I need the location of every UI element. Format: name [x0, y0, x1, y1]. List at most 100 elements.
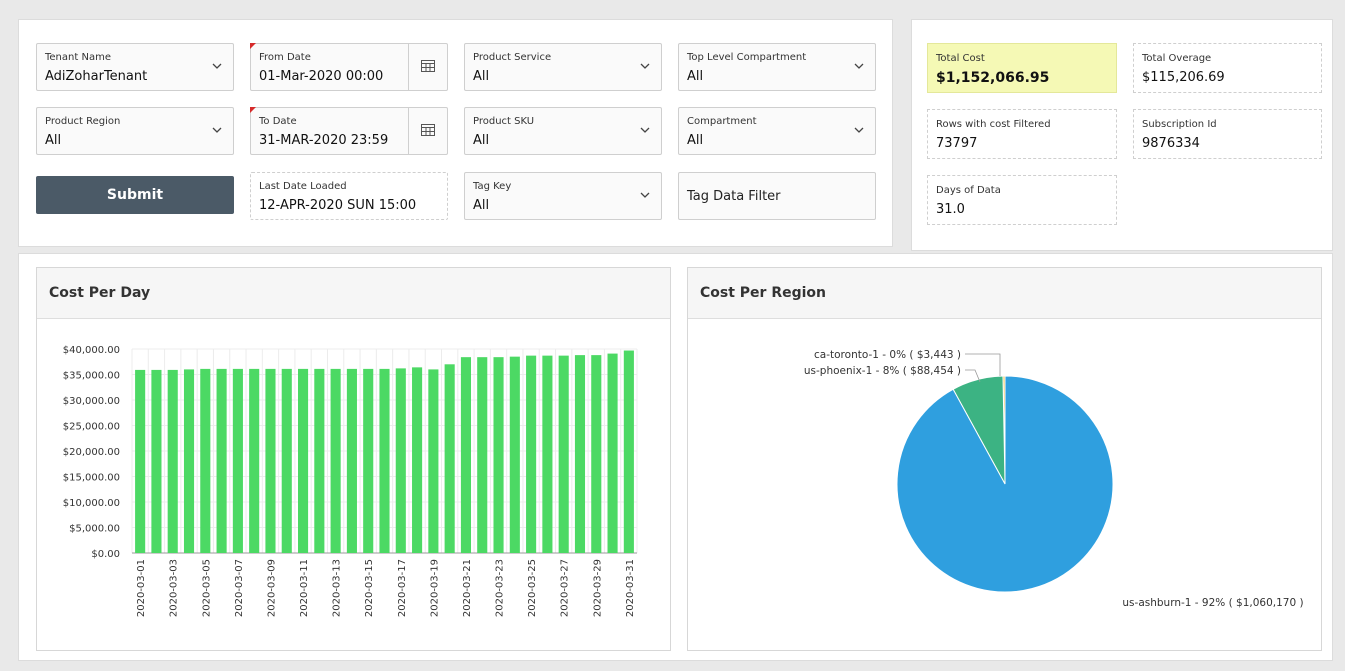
bar[interactable] [493, 357, 504, 553]
bar[interactable] [297, 368, 309, 553]
pie-label-us-phoenix-1: us-phoenix-1 - 8% ( $88,454 ) [804, 365, 961, 377]
product-region-select[interactable]: Product Region All [36, 107, 234, 155]
y-tick-label: $10,000.00 [63, 498, 120, 509]
bar[interactable] [379, 368, 390, 553]
from-date-label: From Date [259, 52, 311, 63]
x-tick-label: 2020-03-23 [495, 559, 506, 617]
bar[interactable] [526, 355, 537, 553]
x-tick-label: 2020-03-13 [332, 559, 343, 617]
bar[interactable] [607, 353, 618, 553]
chevron-down-icon [640, 127, 650, 133]
rows-filtered-value: 73797 [936, 136, 978, 151]
to-date-value: 31-MAR-2020 23:59 [259, 133, 389, 148]
y-tick-label: $35,000.00 [63, 371, 120, 382]
total-overage-label: Total Overage [1142, 53, 1212, 64]
bar[interactable] [558, 355, 569, 553]
product-sku-label: Product SKU [473, 116, 535, 127]
bar[interactable] [265, 368, 276, 553]
tag-data-filter-input[interactable]: Tag Data Filter [678, 172, 876, 220]
days-of-data-label: Days of Data [936, 185, 1001, 196]
bar[interactable] [232, 368, 243, 553]
y-tick-label: $40,000.00 [63, 345, 120, 356]
top-level-compartment-value: All [687, 69, 704, 84]
rows-filtered-label: Rows with cost Filtered [936, 119, 1051, 130]
from-date-field[interactable]: From Date 01-Mar-2020 00:00 [250, 43, 448, 91]
bar[interactable] [314, 368, 325, 553]
bar[interactable] [428, 369, 439, 553]
bar[interactable] [200, 368, 211, 553]
required-marker [250, 107, 256, 113]
cost-per-day-chart: $0.00 $5,000.00 $10,000.00 $15,000.00 $20,00… [63, 345, 638, 617]
x-tick-label: 2020-03-29 [592, 559, 603, 617]
tenant-name-label: Tenant Name [45, 52, 111, 63]
tenant-name-select[interactable]: Tenant Name AdiZoharTenant [36, 43, 234, 91]
bar[interactable] [591, 355, 602, 553]
pie-label-ca-toronto-1: ca-toronto-1 - 0% ( $3,443 ) [814, 349, 961, 361]
submit-button[interactable]: Submit [36, 176, 234, 214]
y-tick-label: $15,000.00 [63, 473, 120, 484]
bar[interactable] [151, 369, 162, 553]
chevron-down-icon [854, 127, 864, 133]
days-of-data-card: Days of Data 31.0 [927, 175, 1117, 225]
bar[interactable] [363, 368, 374, 553]
pie-labels: ca-toronto-1 - 0% ( $3,443 ) us-phoenix-1… [804, 349, 1304, 609]
bar[interactable] [509, 356, 520, 553]
bar[interactable] [216, 368, 227, 553]
compartment-select[interactable]: Compartment All [678, 107, 876, 155]
bar[interactable] [395, 368, 406, 553]
chevron-down-icon [640, 63, 650, 69]
rows-filtered-card: Rows with cost Filtered 73797 [927, 109, 1117, 159]
bar[interactable] [444, 364, 455, 553]
bar[interactable] [183, 369, 195, 553]
bar[interactable] [281, 368, 292, 553]
y-tick-label: $5,000.00 [69, 524, 120, 535]
x-tick-label: 2020-03-03 [169, 559, 180, 617]
x-tick-label: 2020-03-07 [234, 559, 245, 617]
chevron-down-icon [212, 63, 222, 69]
product-sku-select[interactable]: Product SKU All [464, 107, 662, 155]
last-date-loaded-field: Last Date Loaded 12-APR-2020 SUN 15:00 [250, 172, 448, 220]
x-tick-label: 2020-03-11 [299, 559, 310, 617]
pie-slice-us-ashburn-1[interactable] [896, 375, 1114, 593]
to-date-calendar-button[interactable] [408, 108, 447, 154]
compartment-value: All [687, 133, 704, 148]
days-of-data-value: 31.0 [936, 202, 965, 217]
cost-per-day-region: Cost Per Day $0.00 $5,000.00 $10,000.00 $15… [36, 267, 671, 651]
x-tick-label: 2020-03-09 [266, 559, 277, 617]
x-tick-label: 2020-03-19 [429, 559, 440, 617]
product-region-label: Product Region [45, 116, 121, 127]
from-date-calendar-button[interactable] [408, 44, 447, 90]
x-tick-label: 2020-03-27 [560, 559, 571, 617]
cost-per-day-title: Cost Per Day [49, 285, 151, 301]
total-cost-label: Total Cost [936, 53, 985, 64]
x-tick-label: 2020-03-15 [364, 559, 375, 617]
required-marker [250, 43, 256, 49]
subscription-id-value: 9876334 [1142, 136, 1200, 151]
product-service-select[interactable]: Product Service All [464, 43, 662, 91]
bar[interactable] [330, 368, 341, 553]
total-overage-value: $115,206.69 [1142, 70, 1225, 85]
to-date-field[interactable]: To Date 31-MAR-2020 23:59 [250, 107, 448, 155]
y-tick-label: $0.00 [91, 549, 120, 560]
bar[interactable] [167, 369, 178, 553]
top-level-compartment-select[interactable]: Top Level Compartment All [678, 43, 876, 91]
bar[interactable] [249, 368, 260, 553]
bar[interactable] [412, 367, 423, 553]
total-cost-value: $1,152,066.95 [936, 70, 1050, 86]
cost-per-region-title: Cost Per Region [700, 285, 827, 301]
y-axis-ticks: $0.00 $5,000.00 $10,000.00 $15,000.00 $20,00… [63, 345, 120, 560]
calendar-icon [421, 60, 435, 72]
bar[interactable] [135, 369, 146, 553]
cost-per-day-header: Cost Per Day [37, 268, 670, 319]
bar[interactable] [346, 368, 357, 553]
tag-data-filter-label: Tag Data Filter [687, 189, 781, 204]
calendar-icon [421, 124, 435, 136]
last-date-loaded-label: Last Date Loaded [259, 181, 347, 192]
bar[interactable] [477, 357, 488, 553]
chevron-down-icon [640, 192, 650, 198]
bar[interactable] [542, 355, 553, 553]
bar[interactable] [623, 350, 634, 553]
bar[interactable] [460, 357, 472, 553]
bar[interactable] [574, 355, 586, 553]
tag-key-select[interactable]: Tag Key All [464, 172, 662, 220]
